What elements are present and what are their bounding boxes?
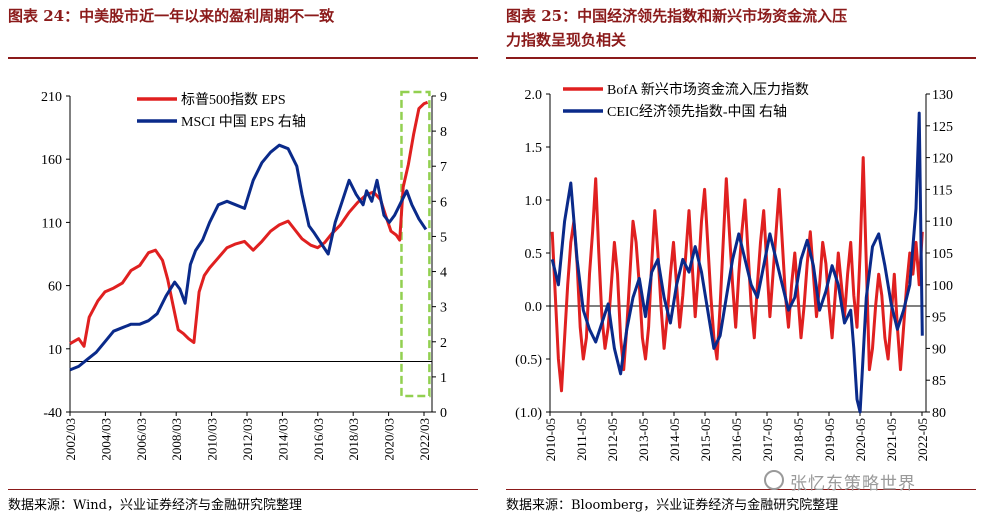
source-note-left: 数据来源：Wind，兴业证券经济与金融研究院整理 [8, 498, 302, 513]
left-y-right-tick-label: 9 [440, 90, 447, 105]
left-y-left-tick-label: 210 [41, 90, 62, 105]
right-x-tick-label: 2018-05 [791, 418, 806, 461]
right-y-right-tick-label: 125 [932, 120, 953, 135]
right-x-tick-label: 2017-05 [760, 418, 775, 461]
left-x-tick-label: 2018/03 [346, 418, 361, 461]
right-y-left-tick-label: (0.5) [515, 353, 542, 368]
right-y-right-tick-label: 95 [932, 311, 946, 326]
right-x-tick-label: 2013-05 [636, 418, 651, 461]
left-x-tick-label: 2020/03 [382, 418, 397, 461]
right-y-right-tick-label: 85 [932, 374, 946, 389]
chart-title-left-line1: 图表 24：中美股市近一年以来的盈利周期不一致 [8, 7, 335, 25]
left-y-right-tick-label: 7 [440, 160, 447, 175]
right-x-tick-label: 2020-05 [853, 418, 868, 461]
right-x-tick-label: 2010-05 [543, 418, 558, 461]
title-rule-right [506, 57, 976, 59]
left-x-tick-label: 2016/03 [311, 418, 326, 461]
left-legend-label-2: MSCI 中国 EPS 右轴 [181, 114, 306, 130]
left-x-tick-label: 2014/03 [275, 418, 290, 461]
chart-title-right-line2: 力指数呈现负相关 [506, 31, 627, 49]
left-x-tick-label: 2008/03 [169, 418, 184, 461]
left-y-right-tick-label: 4 [440, 266, 447, 281]
left-y-right-tick-label: 0 [440, 406, 447, 421]
right-x-tick-label: 2015-05 [698, 418, 713, 461]
source-rule-right [506, 489, 976, 490]
right-y-right-tick-label: 130 [932, 88, 953, 103]
right-y-left-tick-label: 2.0 [525, 88, 543, 103]
left-series-line-1 [69, 100, 429, 348]
right-y-left-tick-label: 1.5 [525, 141, 543, 156]
left-x-tick-label: 2006/03 [134, 418, 149, 461]
right-x-tick-label: 2016-05 [729, 418, 744, 461]
right-legend-label-2: CEIC经济领先指数-中国 右轴 [607, 104, 787, 120]
title-rule-left [8, 57, 478, 59]
left-legend-label-1: 标普500指数 EPS [181, 92, 286, 108]
left-y-left-tick-label: -40 [43, 406, 62, 421]
left-y-left-tick-label: 10 [48, 343, 62, 358]
right-y-left-tick-label: (1.0) [515, 406, 542, 421]
source-rule-left [8, 489, 478, 490]
right-series-line-1 [550, 156, 924, 393]
right-y-right-tick-label: 105 [932, 247, 953, 262]
right-x-tick-label: 2014-05 [667, 418, 682, 461]
left-x-tick-label: 2012/03 [240, 418, 255, 461]
right-x-tick-label: 2022-05 [915, 418, 930, 461]
chart-title-left: 图表 24：中美股市近一年以来的盈利周期不一致 [8, 4, 478, 28]
left-x-tick-label: 2002/03 [63, 418, 78, 461]
right-series-line-2 [550, 111, 924, 414]
left-x-tick-label: 2004/03 [98, 418, 113, 461]
chart-title-right-line1: 图表 25：中国经济领先指数和新兴市场资金流入压 [506, 7, 848, 25]
left-y-right-tick-label: 2 [440, 336, 447, 351]
right-y-left-tick-label: 0.5 [525, 247, 543, 262]
right-y-right-tick-label: 120 [932, 152, 953, 167]
right-y-right-tick-label: 80 [932, 406, 946, 421]
left-y-right-tick-label: 8 [440, 125, 447, 140]
left-y-right-tick-label: 3 [440, 301, 447, 316]
left-y-left-tick-label: 60 [48, 280, 62, 295]
left-y-left-tick-label: 160 [41, 153, 62, 168]
right-x-tick-label: 2011-05 [574, 418, 589, 461]
right-y-right-tick-label: 90 [932, 342, 946, 357]
left-y-right-tick-label: 5 [440, 230, 447, 245]
right-y-right-tick-label: 100 [932, 279, 953, 294]
right-x-tick-label: 2021-05 [884, 418, 899, 461]
left-y-right-tick-label: 1 [440, 371, 447, 386]
left-y-left-tick-label: 110 [42, 216, 62, 231]
left-highlight-box [400, 90, 431, 398]
left-x-tick-label: 2010/03 [205, 418, 220, 461]
right-y-right-tick-label: 115 [932, 183, 952, 198]
chart-title-right: 图表 25：中国经济领先指数和新兴市场资金流入压 力指数呈现负相关 [506, 4, 976, 52]
right-x-tick-label: 2019-05 [822, 418, 837, 461]
left-y-right-tick-label: 6 [440, 195, 447, 210]
right-y-right-tick-label: 110 [932, 215, 952, 230]
right-x-tick-label: 2012-05 [605, 418, 620, 461]
source-note-right: 数据来源：Bloomberg，兴业证券经济与金融研究院整理 [506, 498, 839, 513]
watermark: 张忆东策略世界 [790, 474, 916, 494]
left-x-tick-label: 2022/03 [417, 418, 432, 461]
wechat-logo-icon [764, 470, 784, 490]
right-y-left-tick-label: 1.0 [525, 194, 543, 209]
right-y-left-tick-label: 0.0 [525, 300, 543, 315]
left-series-line-2 [69, 143, 428, 372]
right-legend-label-1: BofA 新兴市场资金流入压力指数 [607, 81, 809, 98]
